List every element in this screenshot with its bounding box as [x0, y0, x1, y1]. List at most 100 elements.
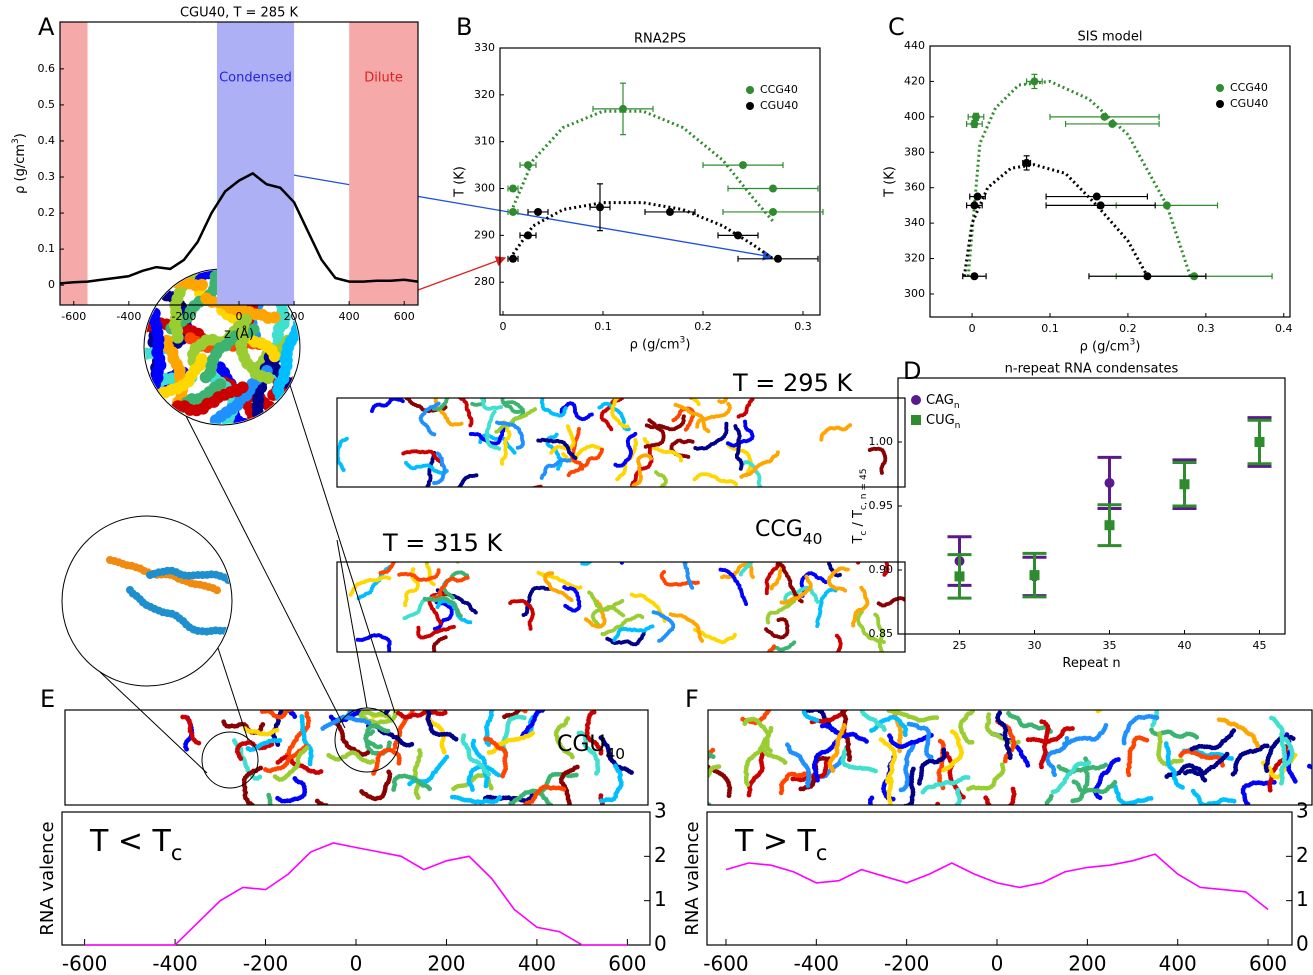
bead: [514, 511, 518, 515]
bead: [614, 389, 618, 393]
bead: [936, 812, 941, 817]
bead: [393, 702, 398, 707]
bead: [683, 391, 687, 395]
bead: [949, 814, 954, 819]
bead: [694, 764, 699, 769]
bead: [629, 381, 633, 385]
bead: [294, 691, 299, 696]
bead: [674, 529, 678, 533]
bead: [451, 393, 455, 397]
bead: [289, 677, 294, 682]
bead: [354, 693, 359, 698]
bead: [434, 397, 438, 401]
bead: [601, 632, 605, 636]
bead: [520, 509, 524, 513]
bead: [752, 543, 756, 547]
bead: [549, 697, 554, 702]
bead: [728, 379, 732, 383]
bead: [650, 489, 654, 493]
bead: [537, 702, 542, 707]
bead: [651, 390, 655, 394]
bead: [685, 391, 689, 395]
bead: [450, 388, 454, 392]
bead: [621, 613, 625, 617]
bead: [328, 807, 333, 812]
bead: [618, 393, 622, 397]
bead: [674, 533, 678, 537]
bead: [302, 671, 307, 676]
bead: [534, 693, 539, 698]
bead: [682, 380, 686, 384]
bead: [617, 555, 621, 559]
bead: [774, 702, 779, 707]
bead: [680, 549, 684, 553]
bead: [767, 664, 771, 668]
bead: [685, 764, 690, 769]
bead: [536, 684, 541, 689]
bead: [411, 567, 415, 571]
bead: [585, 821, 590, 826]
bead: [629, 770, 634, 775]
bead: [606, 539, 610, 543]
bead: [701, 760, 706, 765]
bead: [516, 511, 520, 515]
bead: [501, 701, 506, 706]
bead: [420, 491, 424, 495]
bead: [686, 389, 690, 393]
bead: [695, 764, 700, 769]
bead: [766, 656, 770, 660]
bead: [750, 552, 754, 556]
bead: [549, 451, 553, 455]
bead: [537, 571, 541, 575]
bead: [433, 680, 438, 685]
bead: [433, 663, 437, 667]
bead: [649, 391, 653, 395]
bead: [688, 773, 693, 778]
bead: [592, 552, 596, 556]
bead: [395, 693, 400, 698]
bead: [623, 378, 627, 382]
bead: [290, 679, 295, 684]
bead: [683, 384, 687, 388]
bead: [467, 382, 471, 386]
bead: [956, 838, 961, 843]
bead: [495, 378, 499, 382]
bead: [1158, 680, 1163, 685]
bead: [519, 700, 524, 705]
bead: [394, 558, 398, 562]
bead: [734, 668, 738, 672]
bead: [763, 654, 767, 658]
bead: [682, 522, 686, 526]
bead: [866, 557, 870, 561]
bead: [676, 537, 680, 541]
bead: [523, 492, 527, 496]
bead: [733, 424, 737, 428]
bead: [953, 807, 958, 812]
bead: [592, 554, 596, 558]
bead: [600, 803, 605, 808]
bead: [403, 673, 408, 678]
bead: [776, 554, 780, 558]
bead: [470, 787, 475, 792]
bead: [838, 543, 842, 547]
bead: [286, 694, 291, 699]
bead: [287, 821, 292, 826]
bead: [588, 819, 593, 824]
bead: [679, 543, 683, 547]
bead: [394, 690, 399, 695]
bead: [355, 695, 360, 700]
bead: [544, 704, 549, 709]
bead: [525, 699, 530, 704]
bead: [292, 699, 297, 704]
bead: [304, 711, 309, 716]
bead: [356, 698, 361, 703]
bead: [493, 380, 497, 384]
bead: [614, 391, 618, 395]
bead: [594, 771, 599, 776]
bead: [761, 491, 765, 495]
bead: [686, 774, 691, 779]
bead: [490, 383, 494, 387]
bead: [531, 684, 536, 689]
bead: [442, 750, 447, 755]
bead: [727, 393, 731, 397]
